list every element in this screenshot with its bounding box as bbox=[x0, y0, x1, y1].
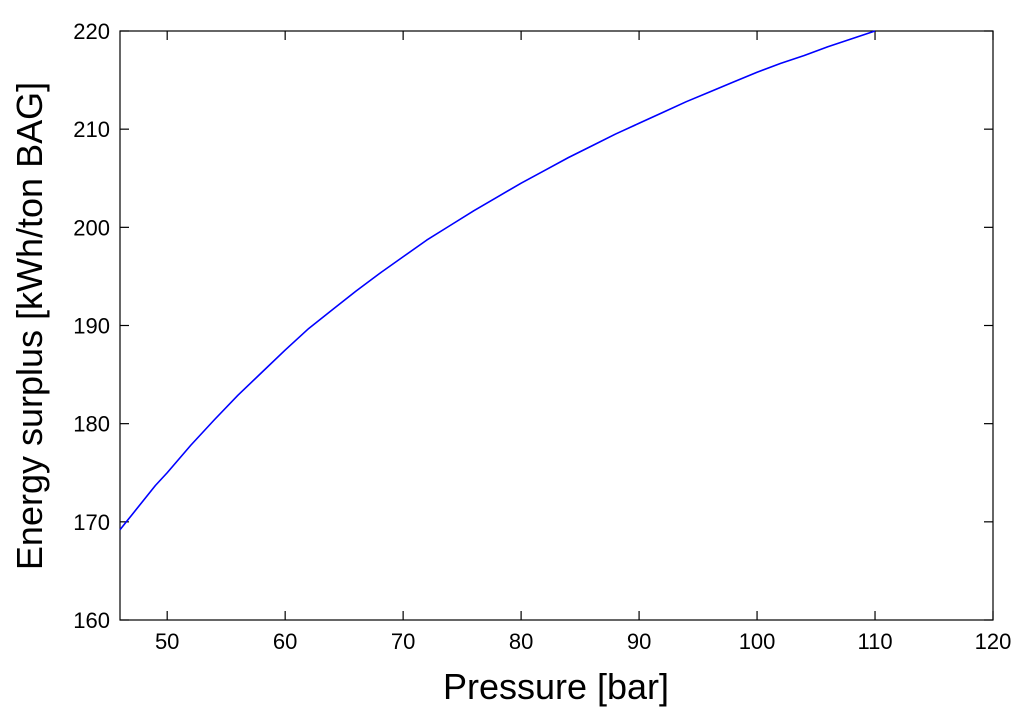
y-tick-label: 160 bbox=[73, 608, 110, 633]
x-tick-label: 50 bbox=[155, 629, 179, 654]
x-tick-label: 60 bbox=[273, 629, 297, 654]
x-tick-label: 100 bbox=[739, 629, 776, 654]
x-tick-label: 70 bbox=[391, 629, 415, 654]
y-axis-ticks: 160 170 180 190 200 210 220 bbox=[73, 19, 993, 633]
series-line bbox=[119, 30, 876, 531]
y-axis-label: Energy surplus [kWh/ton BAG] bbox=[9, 82, 50, 570]
y-tick-label: 200 bbox=[73, 215, 110, 240]
x-tick-label: 90 bbox=[627, 629, 651, 654]
x-tick-label: 120 bbox=[975, 629, 1012, 654]
y-tick-label: 210 bbox=[73, 117, 110, 142]
x-axis-ticks: 50 60 70 80 90 100 110 120 bbox=[155, 31, 1011, 654]
y-tick-label: 220 bbox=[73, 19, 110, 44]
y-tick-label: 190 bbox=[73, 314, 110, 339]
y-tick-label: 180 bbox=[73, 412, 110, 437]
plot-area bbox=[119, 30, 994, 621]
x-axis-label: Pressure [bar] bbox=[443, 666, 669, 707]
y-tick-label: 170 bbox=[73, 510, 110, 535]
x-tick-label: 110 bbox=[857, 629, 892, 654]
series-layer bbox=[119, 30, 876, 531]
x-tick-label: 80 bbox=[509, 629, 533, 654]
